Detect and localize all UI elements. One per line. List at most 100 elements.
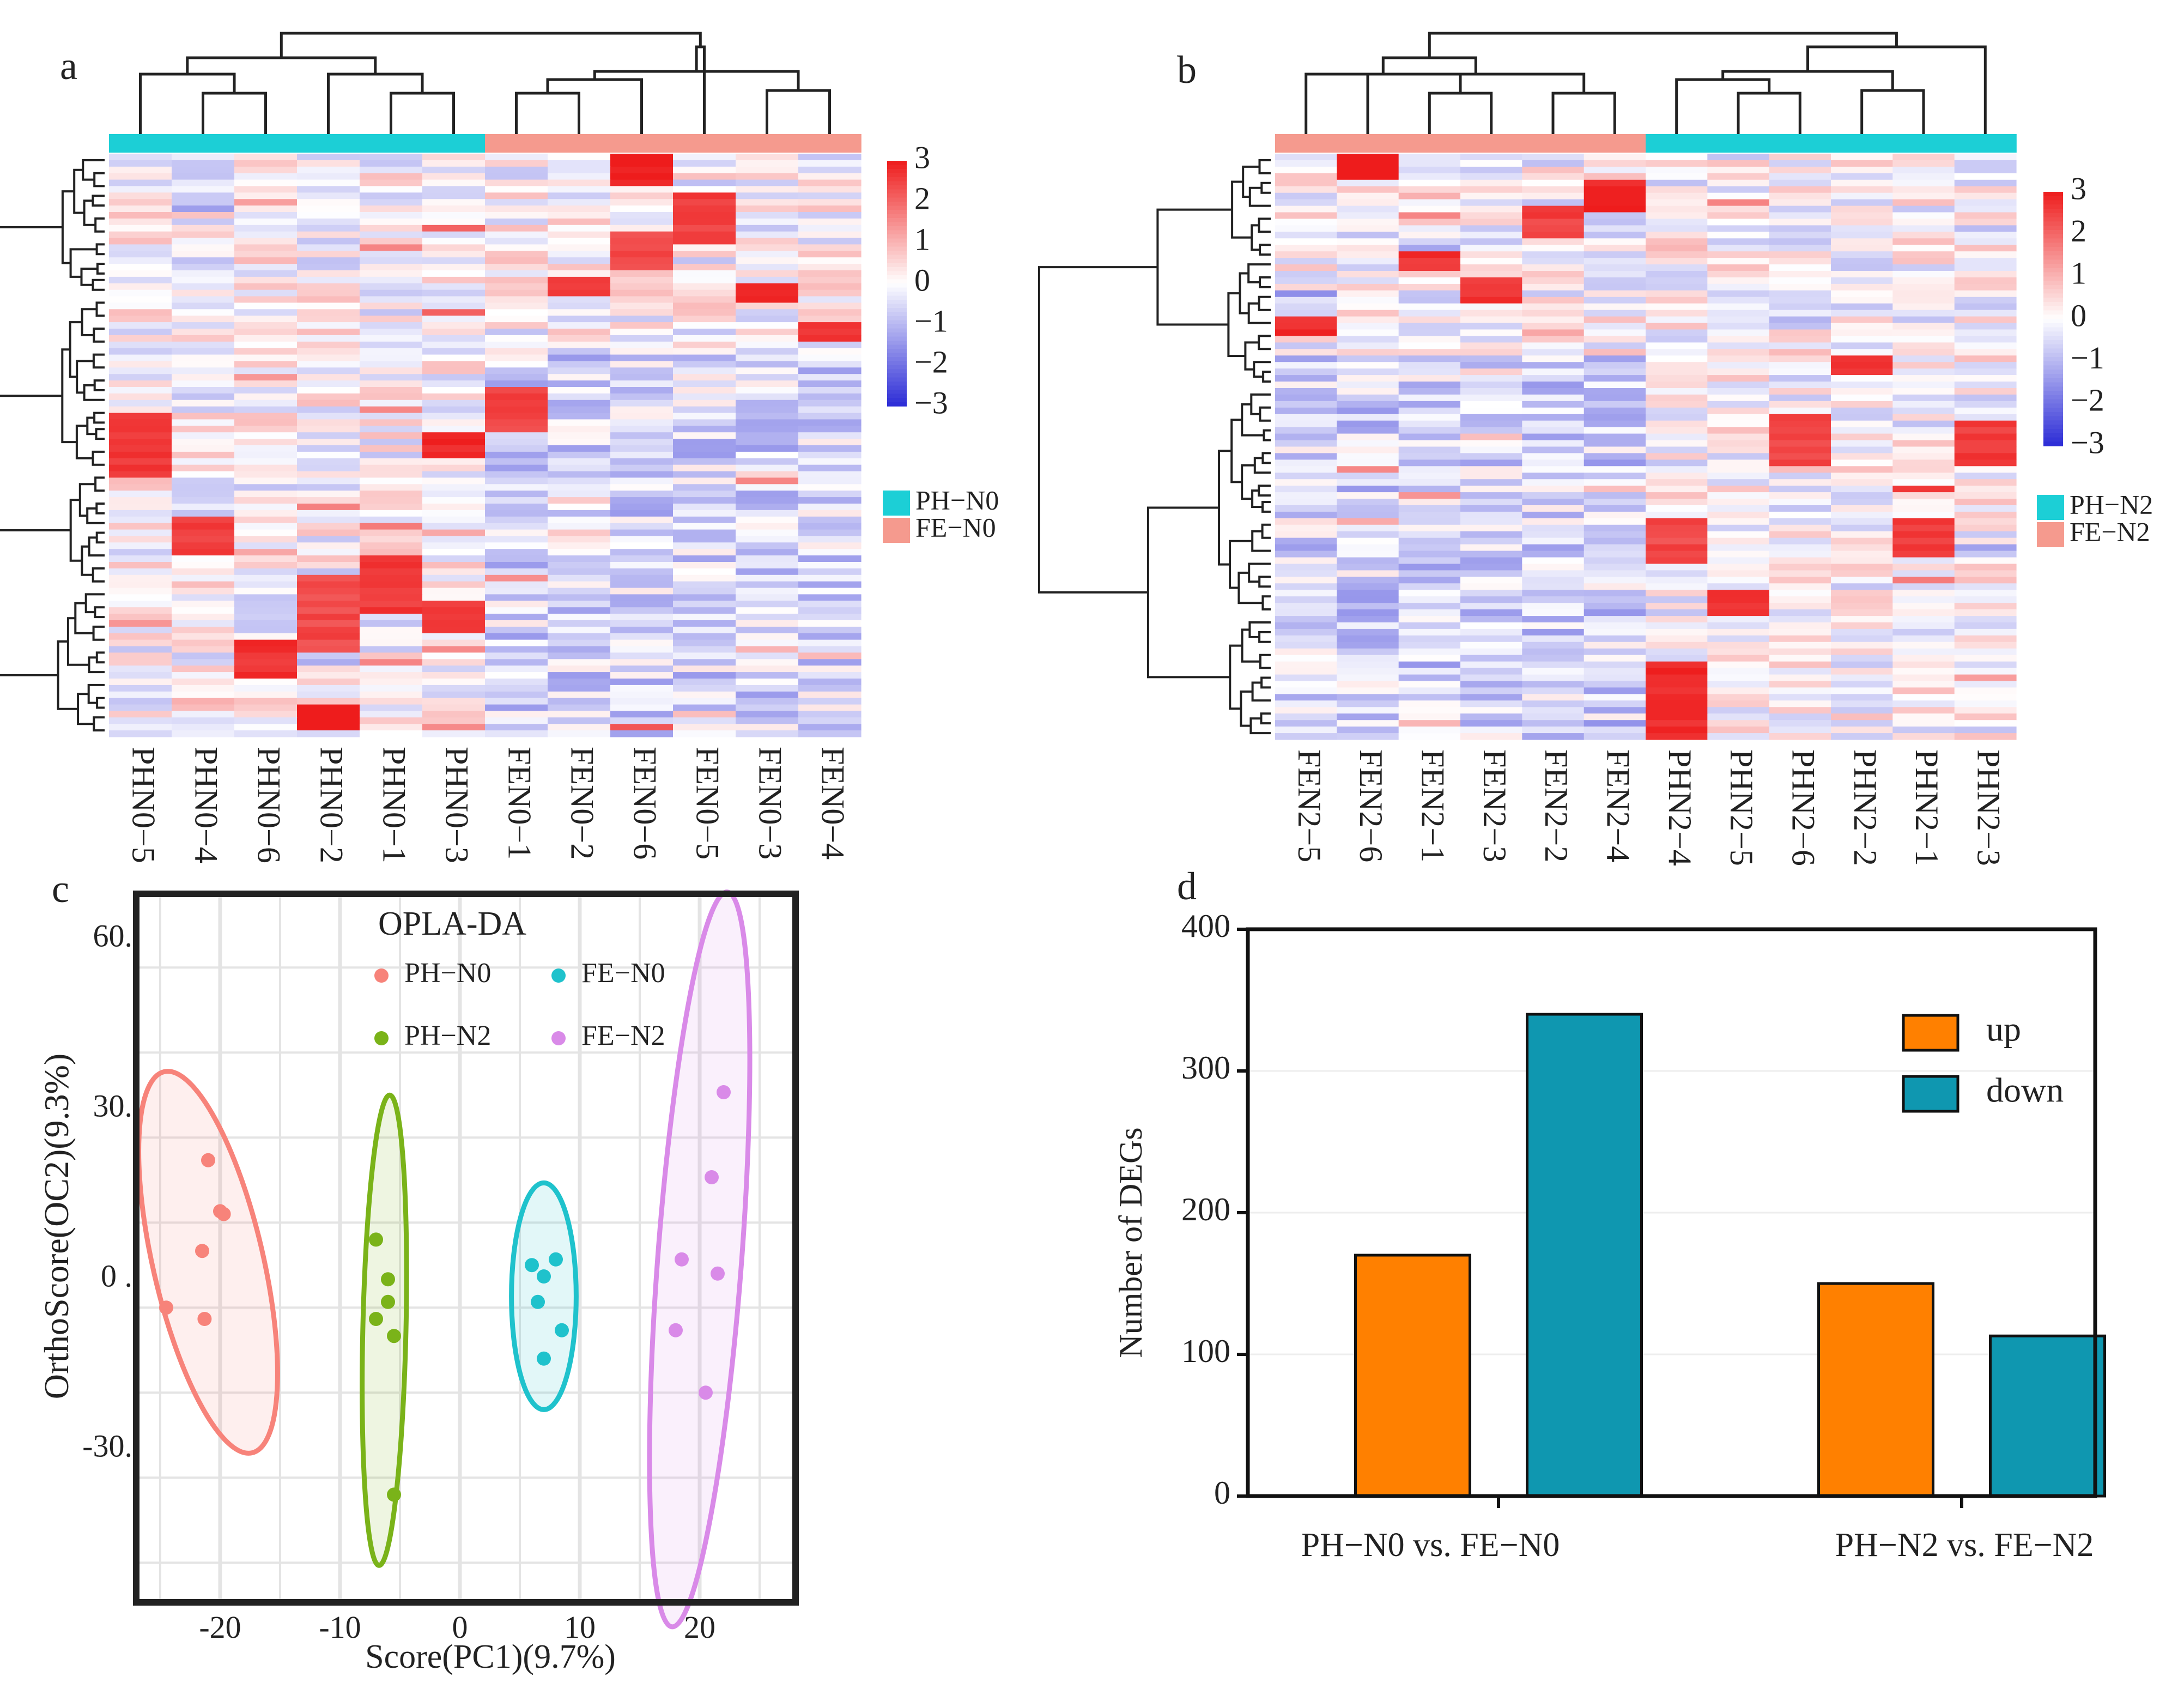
heatmap-cell [736, 264, 799, 271]
heatmap-cell [1460, 303, 1522, 311]
group-bar-segment [610, 134, 674, 153]
heatmap-cell [610, 685, 674, 692]
heatmap-cell [1522, 349, 1585, 356]
heatmap-cell [1522, 342, 1585, 349]
heatmap-cell [360, 510, 423, 517]
heatmap-cell [736, 205, 799, 213]
heatmap-cell [1831, 316, 1893, 324]
y-tick-label: 200 [1181, 1191, 1230, 1227]
heatmap-cell [485, 484, 548, 491]
heatmap-cell [485, 413, 548, 420]
heatmap-cell [1337, 414, 1399, 421]
heatmap-cell [736, 393, 799, 401]
heatmap-cell [1398, 486, 1461, 493]
heatmap-cell [234, 199, 298, 206]
heatmap-cell [1398, 466, 1461, 473]
heatmap-cell [673, 296, 736, 304]
heatmap-cell [234, 179, 298, 187]
heatmap-cell [798, 458, 862, 465]
heatmap-cell [1892, 160, 1955, 167]
colorbar-segment [887, 300, 907, 305]
heatmap-cell [798, 523, 862, 530]
heatmap-cell [798, 529, 862, 537]
heatmap-cell [1769, 616, 1831, 623]
heatmap-cell [548, 192, 611, 199]
heatmap-cell [1398, 290, 1461, 298]
heatmap-cell [1337, 661, 1399, 669]
heatmap-cell [172, 264, 235, 271]
bar-x-ticks: PH−N0 vs. FE−N0 PH−N2 vs. FE−N2 [1301, 1496, 2094, 1564]
heatmap-cell [422, 387, 486, 394]
heatmap-cell [485, 160, 548, 167]
heatmap-cell [109, 348, 172, 355]
heatmap-cell [1831, 375, 1893, 382]
heatmap-cell [736, 659, 799, 666]
heatmap-cell [1584, 505, 1646, 512]
heatmap-cell [172, 380, 235, 388]
heatmap-cell [1892, 479, 1955, 486]
heatmap-cell [360, 659, 423, 666]
heatmap-cell [736, 445, 799, 452]
heatmap-cell [1954, 264, 2017, 271]
heatmap-cell [1275, 420, 1337, 428]
heatmap-cell [1522, 433, 1585, 441]
heatmap-cell [109, 691, 172, 699]
heatmap-cell [1646, 238, 1708, 245]
heatmap-cell [1522, 707, 1585, 714]
heatmap-cell [1275, 290, 1337, 298]
heatmap-cell [736, 380, 799, 388]
heatmap-cell [360, 504, 423, 511]
heatmap-cell [548, 594, 611, 601]
heatmap-cell [798, 426, 862, 433]
colorbar-segment [887, 394, 907, 398]
heatmap-cell [109, 154, 172, 161]
heatmap-cell [548, 361, 611, 368]
heatmap-cell [1707, 310, 1770, 317]
heatmap-cell [485, 212, 548, 219]
heatmap-cell [297, 419, 360, 426]
column-label: PHN2−1 [1909, 749, 1945, 866]
heatmap-cell [610, 639, 674, 647]
heatmap-cell [798, 289, 862, 297]
heatmap-cell [1831, 290, 1893, 298]
heatmap-cell [1646, 459, 1708, 467]
heatmap-cell [422, 562, 486, 569]
heatmap-cell [1275, 622, 1337, 629]
heatmap-cell [109, 296, 172, 304]
heatmap-cell [297, 724, 360, 731]
colorbar-segment [887, 173, 907, 178]
heatmap-cell [1646, 427, 1708, 434]
heatmap-cell [798, 665, 862, 673]
heatmap-cell [1275, 271, 1337, 278]
heatmap-cell [1398, 577, 1461, 584]
heatmap-cell [109, 594, 172, 601]
heatmap-cell [1831, 258, 1893, 265]
heatmap-cell [1460, 681, 1522, 688]
heatmap-cell [1460, 394, 1522, 402]
heatmap-cell [422, 419, 486, 426]
heatmap-cell [673, 316, 736, 323]
heatmap-cell [1337, 382, 1399, 389]
legend-marker [374, 1031, 389, 1045]
heatmap-cell [1646, 486, 1708, 493]
heatmap-cell [1460, 427, 1522, 434]
heatmap-cell [610, 341, 674, 349]
legend-swatch [2037, 495, 2064, 520]
heatmap-cell [234, 166, 298, 174]
heatmap-cell [548, 588, 611, 595]
heatmap-cell [1522, 505, 1585, 512]
heatmap-cell [1954, 466, 2017, 473]
heatmap-cell [1892, 505, 1955, 512]
heatmap-cell [1584, 154, 1646, 161]
group-bar-segment [172, 134, 235, 153]
column-label: FEN2−2 [1538, 749, 1574, 862]
heatmap-cell [422, 179, 486, 187]
heatmap-cell [422, 555, 486, 562]
scatter-x-axis-label: Score(PC1)(9.7%) [365, 1638, 616, 1675]
heatmap-cell [1954, 524, 2017, 532]
heatmap-cell [1398, 473, 1461, 480]
heatmap-cell [548, 160, 611, 167]
heatmap-cell [422, 685, 486, 692]
heatmap-cell [1460, 453, 1522, 460]
colorbar-segment [2043, 395, 2063, 400]
